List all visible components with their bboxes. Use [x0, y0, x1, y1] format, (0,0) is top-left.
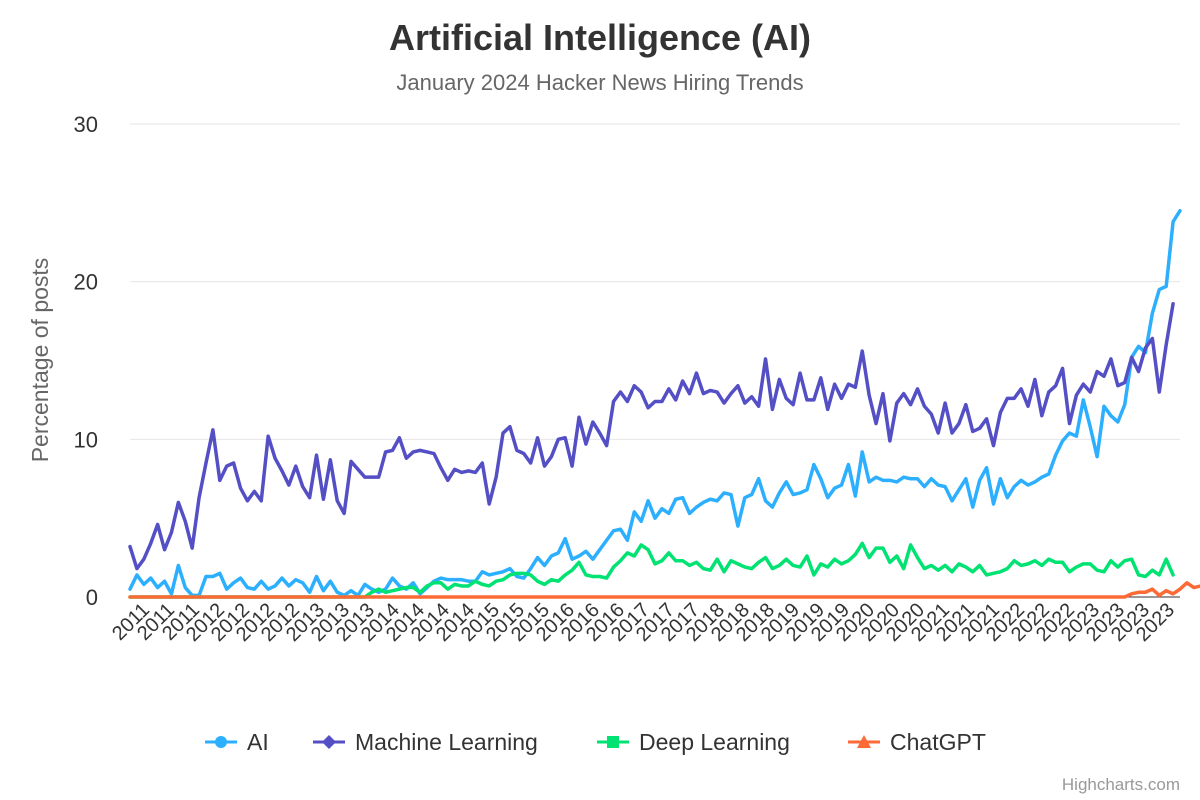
series-lines	[128, 208, 1200, 599]
y-tick-label: 0	[86, 585, 98, 610]
y-axis-label: Percentage of posts	[27, 258, 53, 463]
square-marker-icon	[607, 736, 619, 748]
chart-subtitle: January 2024 Hacker News Hiring Trends	[396, 70, 803, 95]
gridlines	[130, 123, 1180, 440]
triangle-marker-icon	[857, 735, 871, 748]
legend-label: Machine Learning	[355, 729, 538, 755]
y-tick-label: 20	[74, 270, 98, 295]
circle-marker-icon	[215, 736, 227, 748]
y-axis-ticks: 0 10 20 30	[74, 112, 98, 610]
legend-item-deep-learning[interactable]: Deep Learning	[597, 729, 790, 755]
legend: AI Machine Learning Deep Learning ChatGPT	[205, 729, 986, 755]
diamond-marker-icon	[322, 735, 336, 749]
legend-item-machine-learning[interactable]: Machine Learning	[313, 729, 538, 755]
legend-label: AI	[247, 729, 269, 755]
chart-credit: Highcharts.com	[1062, 775, 1180, 794]
series-line-ai	[128, 208, 1182, 598]
legend-label: Deep Learning	[639, 729, 790, 755]
y-tick-label: 30	[74, 112, 98, 137]
chart-title: Artificial Intelligence (AI)	[389, 17, 811, 58]
y-tick-label: 10	[74, 427, 98, 452]
legend-item-chatgpt[interactable]: ChatGPT	[848, 729, 986, 755]
series-line-machine-learning	[128, 301, 1175, 571]
series-line-chatgpt	[128, 581, 1200, 599]
legend-label: ChatGPT	[890, 729, 986, 755]
legend-item-ai[interactable]: AI	[205, 729, 269, 755]
